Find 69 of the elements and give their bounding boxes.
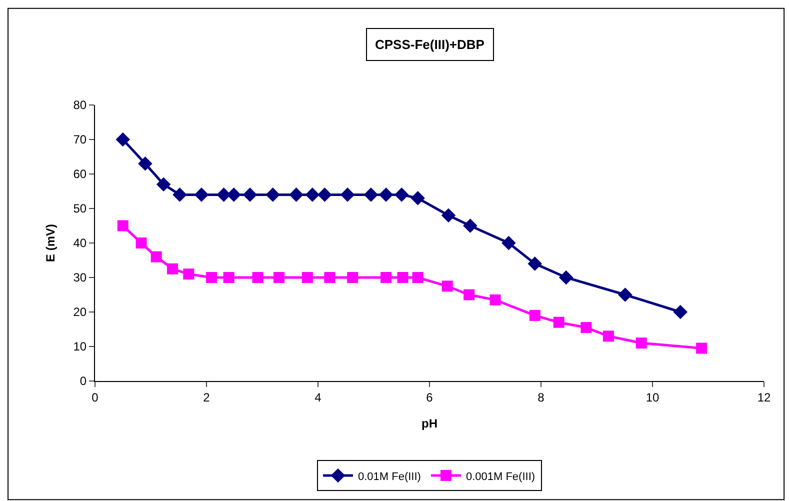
x-axis-title: pH xyxy=(422,416,438,430)
point xyxy=(394,188,409,202)
point xyxy=(156,177,171,192)
point xyxy=(289,188,304,202)
y-axis-title: E (mV) xyxy=(44,224,58,262)
point xyxy=(206,272,218,283)
point xyxy=(302,272,313,283)
point xyxy=(410,191,425,206)
point xyxy=(397,272,408,283)
point xyxy=(463,218,478,233)
chart-title: CPSS-Fe(III)+DBP xyxy=(375,37,485,52)
y-tick-label: 60 xyxy=(73,167,87,182)
legend-label: 0.01M Fe(III) xyxy=(358,470,421,483)
point xyxy=(618,288,632,302)
y-tick-label: 10 xyxy=(73,340,87,354)
point xyxy=(347,272,358,283)
point xyxy=(226,188,241,202)
point xyxy=(464,289,475,300)
x-tick-label: 2 xyxy=(203,390,210,404)
point xyxy=(490,294,501,306)
point xyxy=(553,316,564,328)
point xyxy=(266,188,280,202)
point xyxy=(529,310,540,321)
x-tick-label: 12 xyxy=(757,390,771,404)
point xyxy=(324,272,336,283)
point xyxy=(216,188,231,202)
point xyxy=(318,188,332,202)
y-tick-label: 30 xyxy=(73,270,87,285)
point xyxy=(441,208,456,223)
x-tick-label: 4 xyxy=(314,390,322,404)
x-tick-label: 0 xyxy=(92,390,99,404)
point xyxy=(412,272,424,283)
point xyxy=(242,188,258,202)
x-tick-label: 10 xyxy=(646,390,660,404)
y-tick-label: 70 xyxy=(73,132,87,147)
x-tick-label: 8 xyxy=(538,390,545,404)
point xyxy=(340,188,355,202)
point xyxy=(166,263,178,274)
point xyxy=(558,270,574,285)
point xyxy=(673,304,688,320)
point xyxy=(442,280,453,292)
point xyxy=(117,220,128,232)
legend-label: 0.001M Fe(III) xyxy=(466,470,536,483)
y-tick-label: 80 xyxy=(73,98,87,112)
point xyxy=(364,188,378,202)
point xyxy=(696,342,708,354)
point xyxy=(116,132,130,147)
point xyxy=(150,251,162,262)
y-tick-label: 40 xyxy=(73,236,87,250)
point xyxy=(528,256,542,271)
point xyxy=(136,238,147,248)
point xyxy=(636,338,647,349)
point xyxy=(172,188,187,202)
point xyxy=(183,268,194,280)
point xyxy=(194,188,209,202)
y-tick-label: 20 xyxy=(73,305,87,320)
point xyxy=(252,272,264,283)
point xyxy=(378,188,394,202)
point xyxy=(602,330,614,342)
point xyxy=(223,272,234,283)
y-tick-label: 50 xyxy=(73,202,87,216)
y-tick-label: 0 xyxy=(80,374,87,388)
point xyxy=(502,236,516,250)
point xyxy=(305,188,320,202)
x-tick-label: 6 xyxy=(426,390,434,404)
point xyxy=(273,272,284,283)
point xyxy=(138,156,152,171)
point xyxy=(580,322,592,334)
point xyxy=(380,272,392,283)
